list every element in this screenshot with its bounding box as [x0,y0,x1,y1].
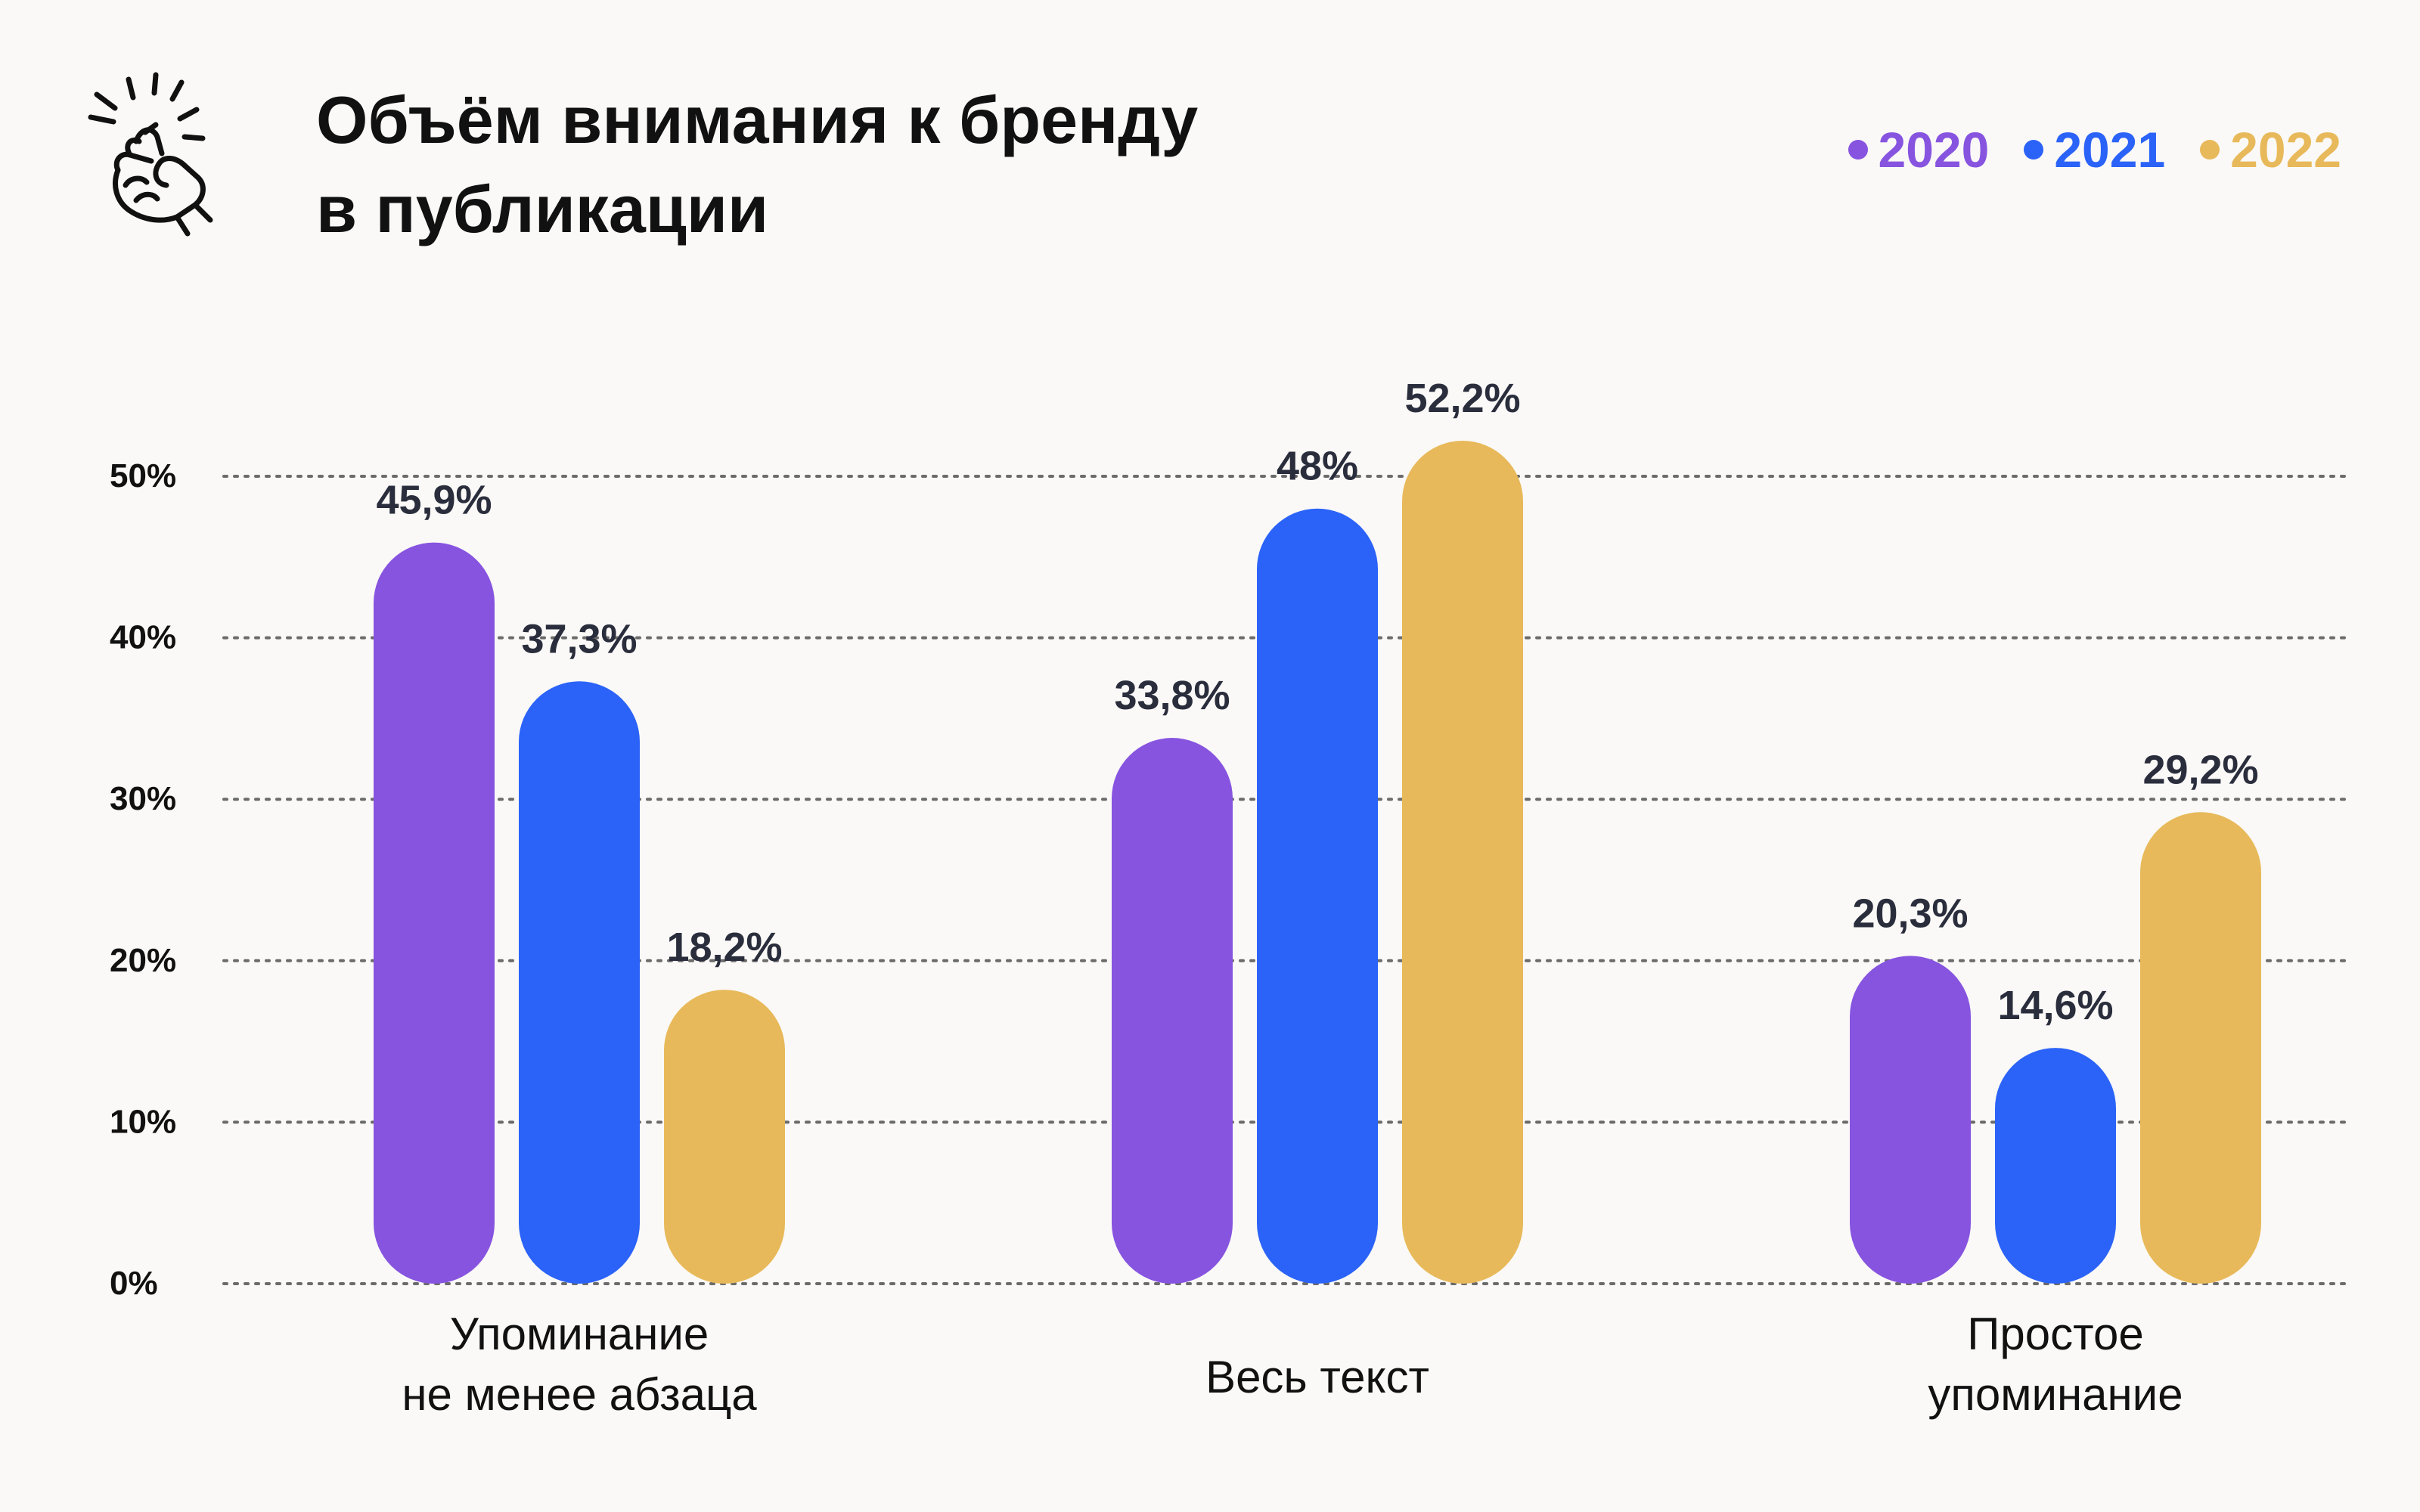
value-label-2021-cat-1: 48% [1277,444,1358,489]
legend-dot-2021 [2024,140,2044,160]
bar-2020-cat-1 [1112,738,1233,1284]
value-label-2022-cat-1: 52,2% [1404,376,1520,421]
y-tick-label-0: 0% [110,1265,158,1302]
legend-label-2022: 2022 [2230,122,2341,178]
y-tick-label-10: 10% [110,1103,176,1140]
value-label-2021-cat-2: 14,6% [1997,983,2113,1028]
bar-2022-cat-0 [664,990,785,1284]
y-tick-label-20: 20% [110,942,176,979]
legend-item-2020: 2020 [1848,122,1990,178]
value-label-2021-cat-0: 37,3% [521,616,637,662]
bar-2022-cat-2 [2140,812,2261,1284]
bar-2022-cat-1 [1402,441,1523,1284]
category-label-2-line-1: упоминание [1928,1369,2183,1420]
legend-item-2021: 2021 [2024,125,2165,175]
y-tick-label-40: 40% [110,619,176,656]
value-label-2020-cat-2: 20,3% [1852,891,1968,936]
y-tick-label-30: 30% [110,780,176,817]
category-label-0-line-1: не менее абзаца [402,1369,757,1420]
bar-2020-cat-2 [1850,956,1971,1284]
legend-label-2021: 2021 [2054,122,2166,178]
value-label-2020-cat-1: 33,8% [1114,673,1230,718]
bar-2021-cat-1 [1257,508,1378,1284]
snapping-fingers-icon [83,72,234,238]
chart-title: Объём внимания к бренду в публикации [316,76,1602,254]
legend-item-2022: 2022 [2200,125,2341,175]
y-tick-label-50: 50% [110,457,176,494]
chart-title-line-1: Объём внимания к бренду [316,82,1199,157]
category-label-2-line-0: Простое [1967,1309,2143,1359]
legend-label-2020: 2020 [1878,122,1990,178]
bar-2021-cat-2 [1995,1048,2116,1284]
category-label-1-line-0: Весь текст [1205,1352,1429,1402]
category-label-1: Весь текст [1205,1352,1429,1402]
category-label-0: Упоминание не менее абзаца [402,1309,757,1420]
chart-legend: 2020 2021 2022 [1848,125,2341,175]
value-label-2020-cat-0: 45,9% [376,478,492,523]
legend-dot-2022 [2200,140,2220,160]
bar-2021-cat-0 [519,681,640,1284]
value-label-2022-cat-2: 29,2% [2142,747,2258,792]
category-label-2: Простое упоминание [1928,1309,2183,1420]
value-label-2022-cat-0: 18,2% [666,925,782,970]
legend-dot-2020 [1848,140,1868,160]
chart-title-line-2: в публикации [316,172,769,246]
bar-2020-cat-0 [374,542,495,1284]
category-label-0-line-0: Упоминание [450,1309,709,1359]
